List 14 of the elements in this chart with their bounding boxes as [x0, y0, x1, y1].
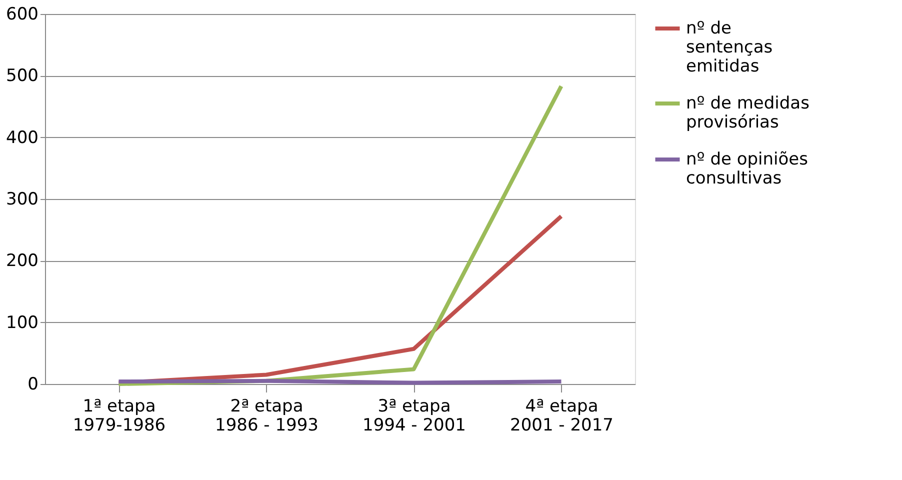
y-tick-label: 300 [6, 190, 38, 210]
y-tick-label: 100 [6, 312, 38, 333]
legend-label: nº de medidas provisórias [686, 94, 810, 132]
y-tick-label: 200 [6, 251, 38, 272]
legend-label: nº de sentenças emitidas [686, 18, 773, 76]
y-tick-label: 400 [6, 128, 38, 148]
y-tick-label: 0 [28, 374, 38, 394]
legend-label: nº de opiniões consultivas [686, 150, 808, 188]
x-tick-label: 4ª etapa 2001 - 2017 [510, 396, 614, 436]
y-tick-label: 500 [6, 66, 38, 86]
x-tick-label: 2ª etapa 1986 - 1993 [215, 396, 318, 436]
x-tick-label: 1ª etapa 1979-1986 [72, 396, 166, 436]
y-tick-label: 600 [6, 4, 38, 24]
x-tick-label: 3ª etapa 1994 - 2001 [362, 396, 466, 436]
